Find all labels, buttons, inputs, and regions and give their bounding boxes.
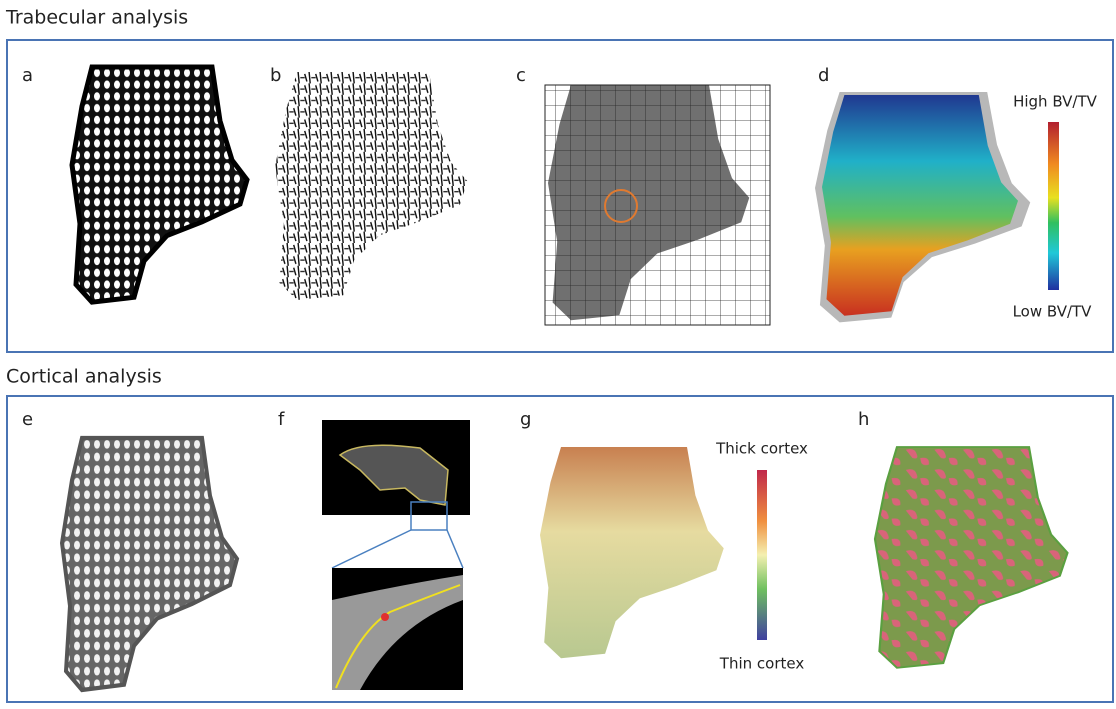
bone-image	[540, 447, 724, 659]
color-scale	[1048, 122, 1059, 290]
slice-outline	[338, 444, 449, 506]
measure-point	[381, 613, 389, 621]
panel-label: a	[22, 65, 33, 86]
section-title: Trabecular analysis	[5, 7, 188, 29]
panel-label: c	[516, 65, 526, 86]
scale-label: Low BV/TV	[1013, 303, 1093, 321]
panel-label: d	[818, 65, 829, 86]
panel-label: b	[270, 65, 281, 86]
panel-label: f	[278, 409, 285, 430]
zoom-box	[410, 501, 448, 531]
bone-image	[275, 72, 468, 300]
roi-circle	[604, 189, 638, 223]
zoom-line	[446, 529, 464, 569]
cortex-band	[332, 575, 463, 690]
section-frame	[6, 395, 1114, 703]
scale-label: Thin cortex	[719, 655, 805, 673]
contour	[335, 584, 461, 689]
grid-overlay	[544, 84, 771, 326]
scale-label: Thick cortex	[715, 440, 808, 458]
bone-image	[62, 438, 237, 690]
panel-label: h	[858, 409, 869, 430]
scale-label: High BV/TV	[1013, 93, 1098, 111]
section-frame	[6, 39, 1114, 353]
bone-image	[873, 445, 1069, 669]
color-scale	[757, 470, 767, 640]
bone-image	[72, 67, 247, 302]
panel-label: g	[520, 409, 531, 430]
section-title: Cortical analysis	[6, 366, 162, 388]
panel-label: e	[22, 409, 33, 430]
zoom-line	[331, 529, 412, 569]
